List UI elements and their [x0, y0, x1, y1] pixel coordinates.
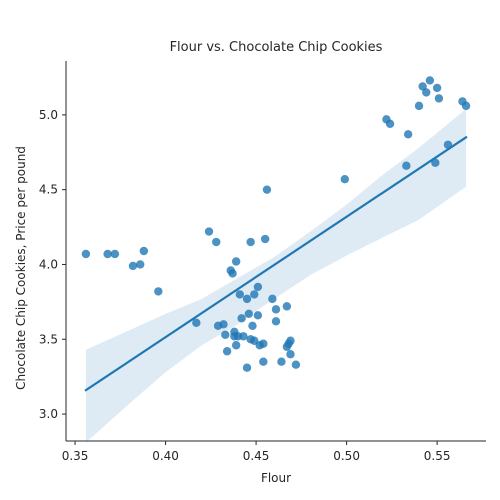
data-point — [242, 294, 252, 304]
data-point — [277, 357, 286, 366]
data-point — [260, 234, 270, 244]
data-point — [271, 305, 281, 314]
plot-area — [81, 76, 471, 443]
data-point — [103, 249, 112, 259]
data-point — [425, 76, 435, 85]
data-point — [250, 290, 259, 299]
x-tick-label: 0.50 — [333, 449, 360, 463]
data-point — [402, 161, 411, 170]
data-point — [204, 227, 214, 236]
data-point — [221, 330, 230, 339]
confidence-band — [85, 108, 467, 443]
data-point — [262, 185, 272, 194]
x-tick-label: 0.35 — [62, 449, 89, 463]
data-point — [291, 360, 301, 369]
x-tick-label: 0.55 — [424, 449, 451, 463]
data-point — [192, 318, 201, 328]
data-point — [81, 249, 91, 259]
y-tick-label: 3.0 — [39, 407, 58, 421]
data-point — [286, 350, 295, 359]
data-point — [248, 321, 257, 330]
y-axis-ticks: 3.0 3.5 4.0 4.5 5.0 — [39, 108, 66, 421]
data-point — [128, 261, 138, 271]
x-tick-label: 0.40 — [152, 449, 179, 463]
data-point — [271, 317, 281, 326]
y-tick-label: 4.0 — [39, 257, 58, 271]
regression-line — [84, 135, 468, 392]
data-point — [228, 269, 237, 278]
data-point — [461, 101, 471, 111]
data-point — [268, 294, 277, 304]
data-point — [212, 237, 221, 247]
data-point — [422, 88, 431, 97]
data-point — [340, 174, 349, 184]
data-point — [136, 260, 145, 269]
y-tick-label: 4.5 — [39, 183, 58, 197]
data-point — [219, 320, 228, 329]
y-axis-label: Chocolate Chip Cookies, Price per pound — [14, 146, 28, 390]
data-point — [139, 246, 149, 256]
data-point — [385, 119, 395, 129]
chart-title: Flour vs. Chocolate Chip Cookies — [170, 40, 383, 55]
data-point — [253, 282, 263, 292]
x-tick-label: 0.45 — [243, 449, 270, 463]
data-point — [259, 339, 268, 348]
data-point — [242, 363, 252, 372]
x-axis-ticks: 0.35 0.40 0.45 0.50 0.55 — [62, 441, 451, 463]
data-point — [431, 158, 440, 167]
data-point — [110, 249, 120, 259]
data-point — [154, 287, 163, 296]
data-point — [231, 257, 241, 266]
data-point — [432, 83, 442, 93]
data-point — [246, 237, 255, 247]
y-tick-label: 3.5 — [39, 332, 58, 346]
data-point — [239, 332, 248, 341]
data-point — [414, 101, 424, 111]
data-point — [286, 336, 295, 345]
data-point — [244, 309, 254, 319]
y-tick-label: 5.0 — [39, 108, 58, 122]
data-point — [253, 311, 263, 320]
data-point — [434, 94, 444, 103]
data-point — [259, 357, 268, 366]
x-axis-label: Flour — [261, 471, 291, 485]
data-point — [231, 341, 241, 350]
data-point — [282, 302, 292, 311]
data-point — [403, 130, 413, 139]
data-point — [222, 347, 232, 356]
data-point — [237, 314, 246, 323]
data-point — [235, 290, 244, 299]
